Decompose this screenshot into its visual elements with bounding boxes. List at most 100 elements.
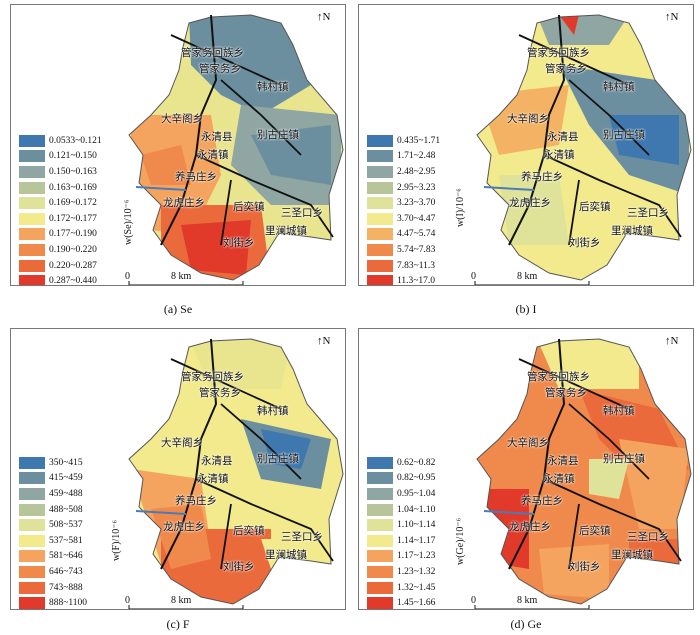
place-yongqingzhen: 永清镇 bbox=[197, 149, 229, 161]
legend-swatch bbox=[367, 181, 393, 194]
legend-swatch bbox=[19, 275, 45, 285]
legend-swatch bbox=[19, 565, 45, 578]
y-axis-label: w(Ge)/10⁻⁶ bbox=[455, 517, 466, 565]
place-liujie: 刘街乡 bbox=[223, 561, 255, 573]
panel-caption: (b) I bbox=[515, 302, 537, 316]
legend-item: 459~488 bbox=[19, 486, 87, 502]
legend-swatch bbox=[19, 197, 45, 210]
place-guanjiawu: 管家务乡 bbox=[545, 63, 587, 75]
legend-item: 2.95~3.23 bbox=[367, 180, 440, 196]
north-arrow: ↑N bbox=[317, 11, 331, 23]
place-yangma: 养马庄乡 bbox=[521, 171, 563, 183]
place-sansheng: 三圣口乡 bbox=[627, 531, 669, 543]
place-yongqingzhen: 永清镇 bbox=[197, 473, 229, 485]
legend-se: 0.0533~0.121 0.121~0.150 0.150~0.163 0.1… bbox=[19, 133, 102, 285]
place-lilan: 里澜城镇 bbox=[265, 225, 307, 237]
legend-swatch bbox=[19, 165, 45, 178]
legend-swatch bbox=[367, 275, 393, 285]
map-f bbox=[128, 338, 344, 605]
legend-swatch bbox=[19, 487, 45, 500]
legend-item: 0.163~0.169 bbox=[19, 180, 102, 196]
legend-item: 415~459 bbox=[19, 471, 87, 487]
legend-item: 0.220~0.287 bbox=[19, 258, 102, 274]
legend-item: 3.70~4.47 bbox=[367, 211, 440, 227]
place-biegu: 别古庄镇 bbox=[257, 453, 299, 465]
legend-item: 4.47~5.74 bbox=[367, 227, 440, 243]
legend-item: 537~581 bbox=[19, 533, 87, 549]
legend-item: 1.17~1.23 bbox=[367, 549, 435, 565]
place-yongqingxian: 永清县 bbox=[201, 131, 233, 143]
place-lilan: 里澜城镇 bbox=[611, 549, 653, 561]
place-yongqingxian: 永清县 bbox=[547, 131, 579, 143]
place-longhu: 龙虎庄乡 bbox=[163, 521, 205, 533]
place-hancun: 韩村镇 bbox=[603, 405, 635, 417]
legend-swatch bbox=[367, 165, 393, 178]
legend-item: 1.71~2.48 bbox=[367, 149, 440, 165]
legend-item: 1.10~1.14 bbox=[367, 517, 435, 533]
y-axis-label: w(I)/10⁻⁶ bbox=[455, 188, 466, 227]
scale-zero: 0 bbox=[125, 595, 130, 606]
place-yangma: 养马庄乡 bbox=[175, 495, 217, 507]
legend-item: 581~646 bbox=[19, 549, 87, 565]
legend-item: 0.62~0.82 bbox=[367, 455, 435, 471]
legend-swatch bbox=[367, 597, 393, 609]
legend-swatch bbox=[19, 581, 45, 594]
place-biegu: 别古庄镇 bbox=[603, 453, 645, 465]
legend-f: 350~415 415~459 459~488 488~508 508~537 … bbox=[19, 455, 87, 609]
place-yongqingxian: 永清县 bbox=[201, 455, 233, 467]
legend-item: 0.121~0.150 bbox=[19, 149, 102, 165]
legend-item: 0.0533~0.121 bbox=[19, 133, 102, 149]
legend-item: 11.3~17.0 bbox=[367, 273, 440, 285]
place-liujie: 刘街乡 bbox=[223, 237, 255, 249]
legend-swatch bbox=[19, 472, 45, 485]
legend-swatch bbox=[367, 550, 393, 563]
panel-caption: (d) Ge bbox=[510, 617, 542, 631]
legend-swatch bbox=[367, 534, 393, 547]
place-biegu: 别古庄镇 bbox=[257, 129, 299, 141]
legend-item: 743~888 bbox=[19, 580, 87, 596]
legend-item: 488~508 bbox=[19, 502, 87, 518]
legend-swatch bbox=[367, 228, 393, 241]
place-guanjiawu: 管家务乡 bbox=[199, 63, 241, 75]
y-axis-label: w(Se)/10⁻⁶ bbox=[123, 199, 134, 245]
scale-zero: 0 bbox=[125, 271, 130, 282]
place-daxinge: 大辛阁乡 bbox=[161, 437, 203, 449]
legend-swatch bbox=[367, 456, 393, 469]
place-guanjiawu-huizu: 管家务回族乡 bbox=[527, 47, 590, 59]
legend-swatch bbox=[19, 259, 45, 272]
north-arrow: ↑N bbox=[317, 335, 331, 347]
panel-caption: (c) F bbox=[166, 617, 190, 631]
map-panel-se: ↑N 0.0533~0.121 0.121~0.150 0.150~0.163 … bbox=[10, 4, 346, 286]
legend-ge: 0.62~0.82 0.82~0.95 0.95~1.04 1.04~1.10 … bbox=[367, 455, 435, 609]
place-yangma: 养马庄乡 bbox=[521, 495, 563, 507]
legend-swatch bbox=[367, 212, 393, 225]
legend-swatch bbox=[19, 550, 45, 563]
place-hancun: 韩村镇 bbox=[603, 81, 635, 93]
legend-swatch bbox=[367, 259, 393, 272]
legend-item: 0.435~1.71 bbox=[367, 133, 440, 149]
scale-zero: 0 bbox=[471, 271, 476, 282]
legend-swatch bbox=[19, 150, 45, 163]
legend-item: 1.04~1.10 bbox=[367, 502, 435, 518]
legend-item: 3.23~3.70 bbox=[367, 195, 440, 211]
scale-length: 8 km bbox=[171, 595, 192, 606]
place-longhu: 龙虎庄乡 bbox=[509, 197, 551, 209]
scale-length: 8 km bbox=[517, 595, 538, 606]
legend-item: 0.190~0.220 bbox=[19, 242, 102, 258]
place-yangma: 养马庄乡 bbox=[175, 171, 217, 183]
legend-item: 1.45~1.66 bbox=[367, 595, 435, 609]
place-hancun: 韩村镇 bbox=[257, 405, 289, 417]
legend-item: 508~537 bbox=[19, 517, 87, 533]
place-yongqingxian: 永清县 bbox=[547, 455, 579, 467]
legend-swatch bbox=[367, 487, 393, 500]
y-axis-label: w(F)/10⁻⁶ bbox=[111, 520, 122, 561]
place-liujie: 刘街乡 bbox=[569, 237, 601, 249]
map-panel-f: ↑N 350~415 415~459 459~488 488~508 508~5… bbox=[10, 328, 346, 610]
legend-item: 1.23~1.32 bbox=[367, 564, 435, 580]
legend-item: 2.48~2.95 bbox=[367, 164, 440, 180]
legend-item: 888~1100 bbox=[19, 595, 87, 609]
legend-item: 5.74~7.83 bbox=[367, 242, 440, 258]
place-hancun: 韩村镇 bbox=[257, 81, 289, 93]
map-i bbox=[476, 14, 692, 281]
scale-length: 8 km bbox=[171, 271, 192, 282]
